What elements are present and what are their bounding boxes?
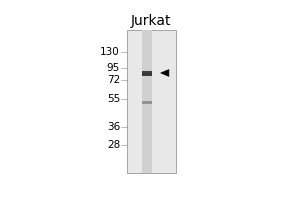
Text: Jurkat: Jurkat — [131, 14, 172, 28]
Text: 130: 130 — [100, 47, 120, 57]
Bar — [142, 30, 152, 173]
Text: 95: 95 — [107, 63, 120, 73]
Bar — [127, 30, 176, 173]
Bar — [142, 101, 152, 104]
Text: 28: 28 — [107, 140, 120, 150]
Bar — [176, 24, 270, 178]
Text: 72: 72 — [107, 75, 120, 85]
Polygon shape — [161, 70, 169, 76]
Text: 36: 36 — [107, 122, 120, 132]
Bar — [142, 102, 152, 103]
Bar — [38, 24, 127, 178]
Bar — [142, 73, 152, 75]
Text: 55: 55 — [107, 94, 120, 104]
Bar — [142, 71, 152, 76]
